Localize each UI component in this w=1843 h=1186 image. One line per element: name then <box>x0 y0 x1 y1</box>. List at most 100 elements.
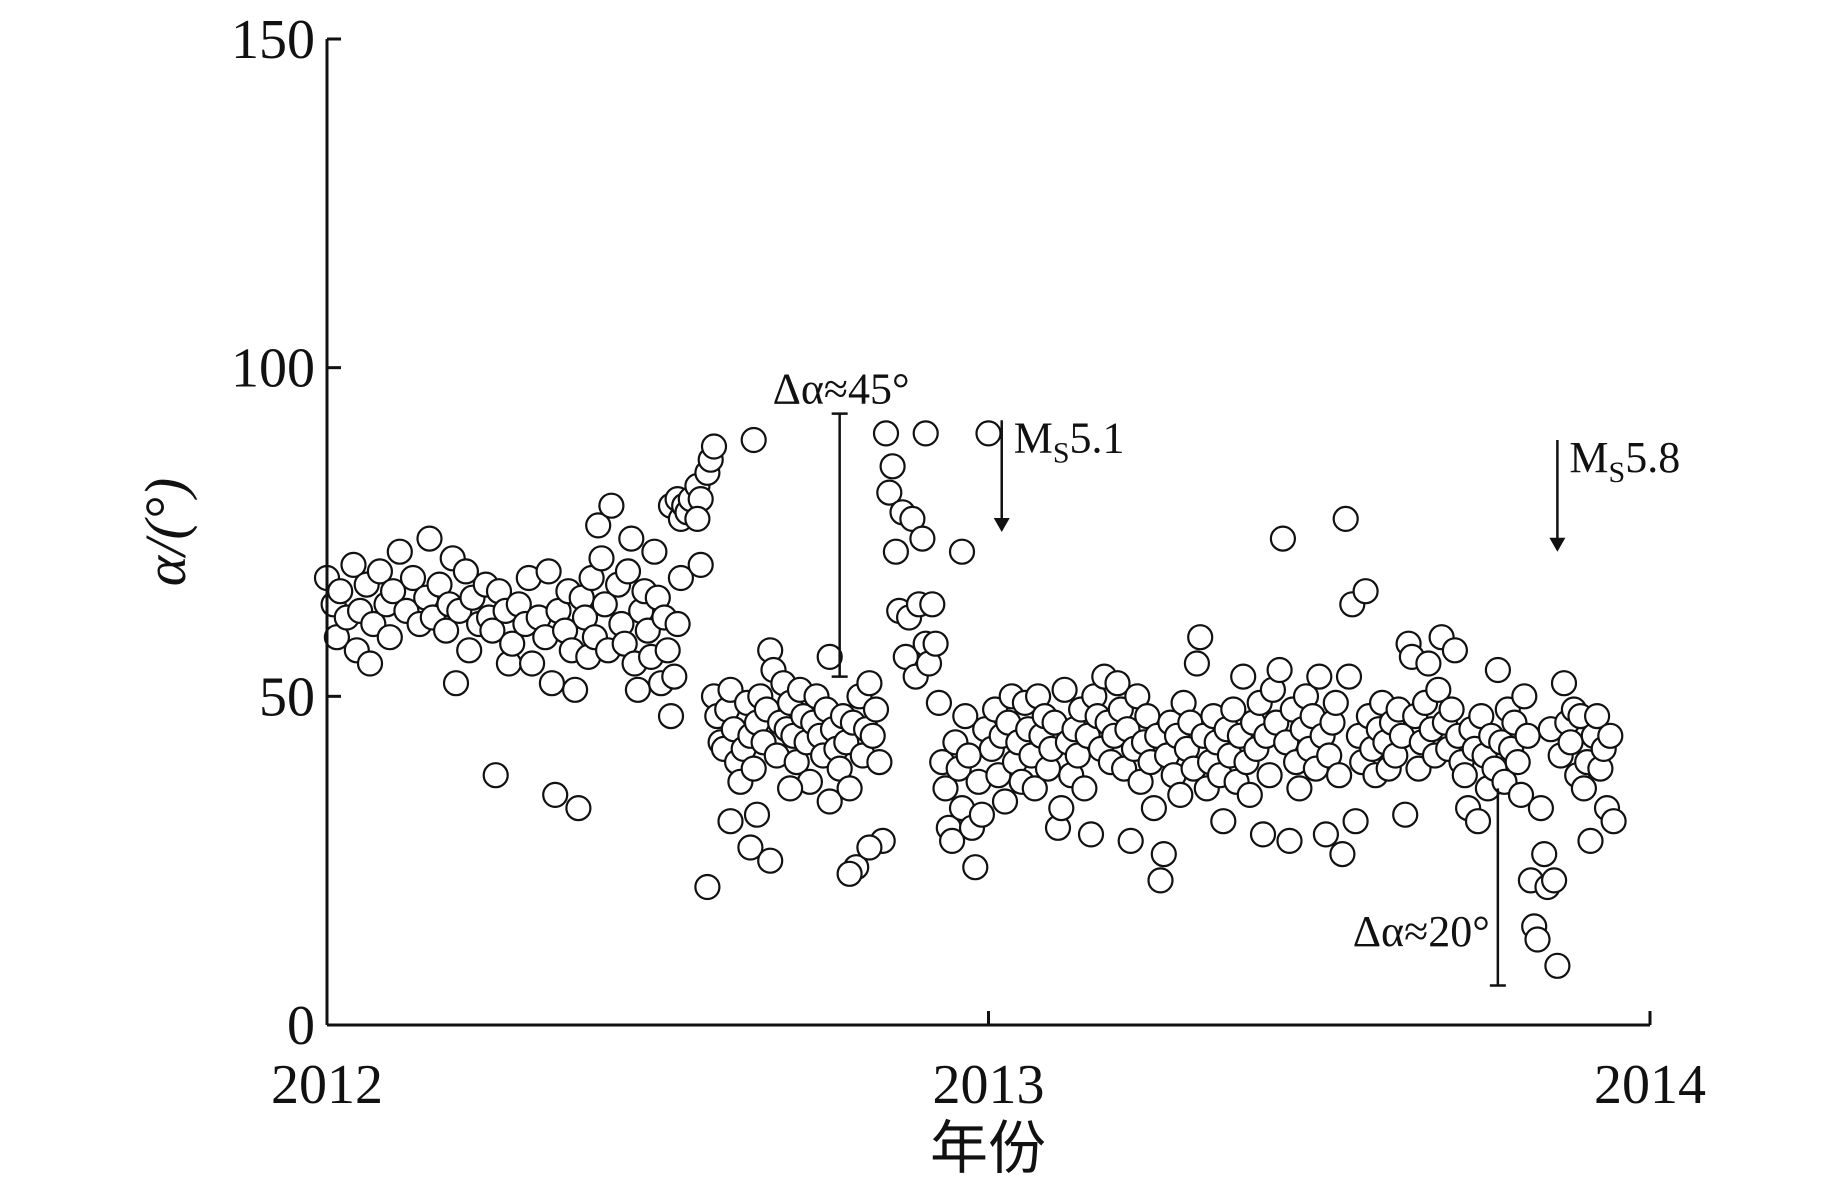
data-point <box>614 558 642 585</box>
data-point <box>1425 676 1452 703</box>
data-point <box>1183 650 1211 677</box>
data-point <box>700 433 728 460</box>
data-point <box>836 775 863 802</box>
x-tick-label: 2013 <box>933 1054 1045 1116</box>
data-point <box>1504 748 1531 776</box>
data-point <box>836 860 863 887</box>
data-point <box>1236 781 1263 809</box>
axis-ticks: 0 50 100 150 2012 2013 2014 <box>231 9 1706 1116</box>
data-point <box>386 538 413 565</box>
data-point <box>1577 827 1604 855</box>
data-point <box>948 538 976 565</box>
data-point <box>416 525 443 552</box>
data-point <box>1451 762 1478 789</box>
data-point <box>538 670 566 697</box>
y-axis-title: α/(°) <box>133 478 198 586</box>
data-point <box>661 663 688 690</box>
data-point <box>1150 840 1177 868</box>
data-point <box>1325 762 1353 789</box>
data-point <box>1544 952 1571 979</box>
data-point <box>717 808 744 835</box>
data-point <box>1104 670 1131 697</box>
data-point <box>561 676 589 703</box>
data-point <box>1249 821 1277 848</box>
data-point <box>1550 670 1578 697</box>
data-point <box>1117 827 1144 855</box>
data-point <box>499 630 526 657</box>
data-point <box>1507 781 1535 809</box>
data-point <box>456 637 483 664</box>
data-point <box>1220 696 1247 723</box>
data-point <box>912 420 939 447</box>
y-tick-label: 50 <box>259 666 315 728</box>
data-point <box>376 624 403 651</box>
data-point <box>866 748 893 776</box>
data-point <box>694 873 721 901</box>
data-point <box>366 558 393 585</box>
data-point <box>1266 656 1293 684</box>
data-point <box>872 420 900 447</box>
data-point <box>1441 637 1469 664</box>
data-point <box>816 643 843 671</box>
data-point <box>876 479 903 506</box>
data-point <box>1332 505 1359 533</box>
data-point <box>442 670 470 697</box>
data-point <box>535 558 562 585</box>
data-point <box>1256 762 1283 789</box>
data-point <box>776 775 804 802</box>
data-point <box>585 512 612 539</box>
data-point <box>816 788 843 815</box>
data-point <box>1286 775 1313 802</box>
event-arrow-head <box>1549 537 1566 552</box>
data-point <box>1335 663 1363 690</box>
data-point <box>1524 926 1551 953</box>
data-point <box>1484 656 1512 684</box>
data-point <box>1583 702 1611 730</box>
annotation-delta-45: Δα≈45° <box>773 365 910 414</box>
data-point <box>452 558 479 585</box>
data-point <box>1021 775 1048 802</box>
data-point <box>1322 689 1349 717</box>
data-point <box>380 578 407 605</box>
data-point <box>932 775 959 802</box>
data-point <box>968 801 996 828</box>
x-axis-title: 年份 <box>930 1116 1046 1181</box>
data-point <box>740 755 767 782</box>
data-point <box>327 578 354 605</box>
data-point <box>1570 775 1598 802</box>
data-point <box>479 617 506 644</box>
data-point <box>641 538 668 565</box>
data-point <box>1415 650 1442 677</box>
data-point <box>975 420 1002 447</box>
data-point <box>856 834 883 861</box>
x-tick-label: 2014 <box>1594 1054 1706 1116</box>
data-point <box>624 676 652 703</box>
data-point <box>482 762 509 789</box>
data-point <box>591 591 618 618</box>
annotation-delta-20: Δα≈20° <box>1353 907 1490 956</box>
axes <box>325 39 1650 1027</box>
data-point <box>1329 840 1356 868</box>
data-point <box>859 722 886 749</box>
data-point <box>938 827 966 855</box>
data-point <box>1269 525 1297 552</box>
data-point <box>1352 578 1379 605</box>
data-point <box>757 847 784 874</box>
data-point <box>1210 808 1237 835</box>
data-point <box>667 564 695 592</box>
data-point <box>1514 722 1541 749</box>
data-point <box>542 781 569 809</box>
data-point <box>1230 663 1257 690</box>
data-point <box>856 670 883 697</box>
data-point <box>952 702 979 730</box>
data-point <box>1306 663 1333 690</box>
data-point <box>743 801 771 828</box>
data-point <box>340 551 367 579</box>
data-point <box>1438 696 1465 723</box>
data-point <box>955 742 982 769</box>
event-label: MS5.1 <box>1014 413 1125 469</box>
data-point <box>1140 794 1168 822</box>
data-point <box>1527 794 1555 822</box>
data-point <box>399 564 427 592</box>
